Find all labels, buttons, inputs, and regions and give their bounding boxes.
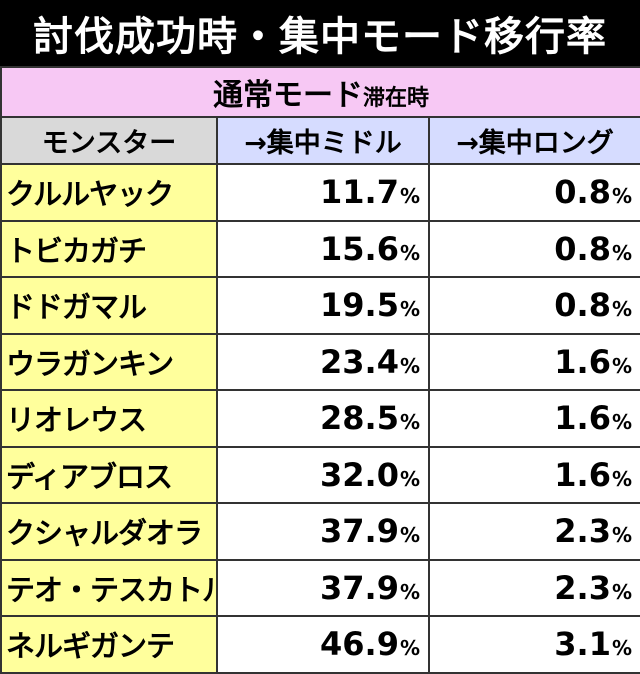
percent-sign: % (399, 297, 420, 322)
monster-name: クシャルダオラ (0, 502, 218, 561)
mid-rate-value: 19.5 (320, 286, 399, 325)
mid-rate-cell: 15.6% (216, 219, 430, 278)
mid-rate-value: 15.6 (320, 229, 399, 268)
percent-sign: % (611, 297, 632, 322)
mid-rate-value: 23.4 (320, 342, 399, 381)
percent-sign: % (611, 466, 632, 491)
percent-sign: % (611, 184, 632, 209)
long-rate-value: 2.3 (554, 512, 611, 551)
mid-rate-value: 11.7 (320, 173, 399, 212)
percent-sign: % (611, 636, 632, 661)
table-row: ネルギガンテ 46.9% 3.1% (0, 615, 640, 674)
percent-sign: % (611, 353, 632, 378)
mid-rate-cell: 19.5% (216, 276, 430, 335)
long-rate-value: 0.8 (554, 229, 611, 268)
long-rate-value: 1.6 (554, 399, 611, 438)
mid-rate-value: 37.9 (320, 568, 399, 607)
page-title: 討伐成功時・集中モード移行率 (0, 0, 640, 66)
percent-sign: % (611, 523, 632, 548)
mode-suffix: 滞在時 (362, 86, 429, 111)
long-rate-cell: 1.6% (428, 332, 640, 391)
percent-sign: % (399, 410, 420, 435)
table-row: クルルヤック 11.7% 0.8% (0, 163, 640, 222)
long-rate-cell: 2.3% (428, 502, 640, 561)
long-rate-cell: 1.6% (428, 445, 640, 504)
mid-rate-cell: 46.9% (216, 615, 430, 674)
mode-cell: 通常モード滞在時 (0, 66, 640, 118)
header-row: モンスター →集中ミドル →集中ロング (0, 116, 640, 165)
percent-sign: % (399, 353, 420, 378)
monster-name: クルルヤック (0, 163, 218, 222)
header-mid: →集中ミドル (216, 116, 430, 165)
long-rate-cell: 0.8% (428, 163, 640, 222)
rate-table: 通常モード滞在時 モンスター →集中ミドル →集中ロング クルルヤック 11.7%… (0, 66, 640, 674)
percent-sign: % (399, 579, 420, 604)
long-rate-cell: 1.6% (428, 389, 640, 448)
monster-name: ネルギガンテ (0, 615, 218, 674)
header-monster: モンスター (0, 116, 218, 165)
mid-rate-value: 32.0 (320, 455, 399, 494)
mode-row: 通常モード滞在時 (0, 66, 640, 118)
long-rate-cell: 2.3% (428, 558, 640, 617)
long-rate-value: 0.8 (554, 173, 611, 212)
table-row: ウラガンキン 23.4% 1.6% (0, 332, 640, 391)
monster-name: ウラガンキン (0, 332, 218, 391)
monster-name: ディアブロス (0, 445, 218, 504)
mid-rate-cell: 28.5% (216, 389, 430, 448)
mid-rate-value: 37.9 (320, 512, 399, 551)
mid-rate-cell: 37.9% (216, 502, 430, 561)
long-rate-value: 2.3 (554, 568, 611, 607)
long-rate-cell: 0.8% (428, 219, 640, 278)
percent-sign: % (399, 636, 420, 661)
table-row: トビカガチ 15.6% 0.8% (0, 219, 640, 278)
mid-rate-value: 46.9 (320, 625, 399, 664)
long-rate-value: 1.6 (554, 455, 611, 494)
long-rate-cell: 0.8% (428, 276, 640, 335)
mid-rate-cell: 32.0% (216, 445, 430, 504)
percent-sign: % (399, 523, 420, 548)
mid-rate-value: 28.5 (320, 399, 399, 438)
mid-rate-cell: 23.4% (216, 332, 430, 391)
monster-name: ドドガマル (0, 276, 218, 335)
mode-label: 通常モード (212, 78, 363, 113)
percent-sign: % (399, 184, 420, 209)
percent-sign: % (611, 410, 632, 435)
percent-sign: % (399, 240, 420, 265)
table-row: クシャルダオラ 37.9% 2.3% (0, 502, 640, 561)
percent-sign: % (611, 579, 632, 604)
mid-rate-cell: 11.7% (216, 163, 430, 222)
table-row: リオレウス 28.5% 1.6% (0, 389, 640, 448)
monster-name: トビカガチ (0, 219, 218, 278)
long-rate-value: 3.1 (554, 625, 611, 664)
long-rate-cell: 3.1% (428, 615, 640, 674)
percent-sign: % (611, 240, 632, 265)
table-row: テオ・テスカトル 37.9% 2.3% (0, 558, 640, 617)
table-row: ディアブロス 32.0% 1.6% (0, 445, 640, 504)
percent-sign: % (399, 466, 420, 491)
long-rate-value: 1.6 (554, 342, 611, 381)
monster-name: リオレウス (0, 389, 218, 448)
monster-name: テオ・テスカトル (0, 558, 218, 617)
long-rate-value: 0.8 (554, 286, 611, 325)
table-row: ドドガマル 19.5% 0.8% (0, 276, 640, 335)
header-long: →集中ロング (428, 116, 640, 165)
mid-rate-cell: 37.9% (216, 558, 430, 617)
